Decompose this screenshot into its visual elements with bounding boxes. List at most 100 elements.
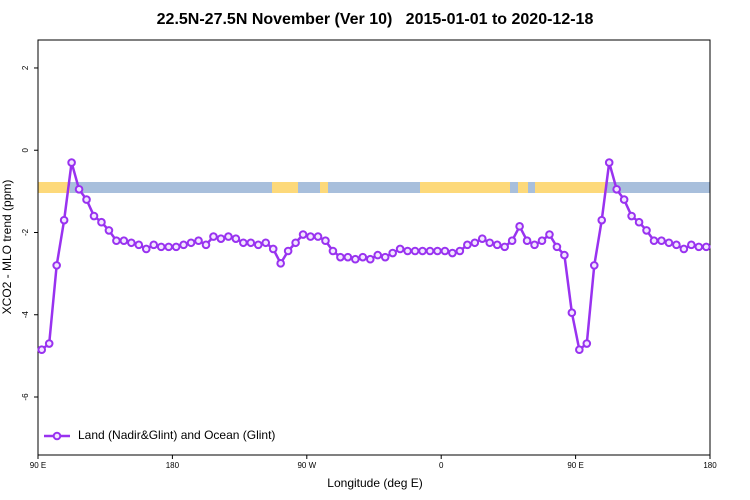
data-point xyxy=(410,246,420,256)
y-axis-label: XCO2 - MLO trend (ppm) xyxy=(0,180,14,315)
data-point xyxy=(433,246,442,256)
data-point xyxy=(582,339,592,348)
data-point xyxy=(612,185,621,194)
data-point xyxy=(194,236,203,246)
data-point xyxy=(575,345,584,355)
data-point xyxy=(604,158,614,167)
data-point xyxy=(156,242,166,252)
data-point xyxy=(388,248,397,258)
data-point xyxy=(127,238,136,248)
data-point xyxy=(448,248,457,258)
data-point xyxy=(657,236,666,246)
x-axis-label: Longitude (deg E) xyxy=(327,476,422,490)
data-point xyxy=(395,244,405,254)
data-point xyxy=(567,308,577,317)
chart-title: 22.5N-27.5N November (Ver 10) 2015-01-01… xyxy=(157,11,594,28)
data-point xyxy=(365,254,375,264)
data-point xyxy=(306,232,315,241)
data-point xyxy=(276,259,285,268)
data-point xyxy=(82,195,91,204)
x-tick-label: 180 xyxy=(703,461,717,470)
x-tick-label: 90 W xyxy=(297,461,316,470)
data-point xyxy=(627,211,636,221)
data-point xyxy=(642,226,651,235)
data-point xyxy=(261,238,271,248)
data-point xyxy=(545,230,554,239)
data-point xyxy=(328,246,338,256)
data-point xyxy=(537,236,547,246)
y-tick-label: -4 xyxy=(21,311,30,319)
data-point xyxy=(343,252,353,262)
data-point xyxy=(522,236,532,246)
data-point xyxy=(418,246,427,256)
data-point xyxy=(321,236,330,246)
data-point xyxy=(515,222,524,231)
data-point xyxy=(283,246,293,256)
data-point xyxy=(507,236,517,246)
data-point xyxy=(149,240,159,250)
y-tick-label: -6 xyxy=(21,393,30,401)
data-point xyxy=(664,238,674,248)
x-tick-label: 90 E xyxy=(30,461,46,470)
data-point xyxy=(134,240,144,250)
x-tick-label: 0 xyxy=(439,461,444,470)
data-point xyxy=(672,240,681,250)
data-point xyxy=(201,240,211,250)
data-point xyxy=(74,185,84,194)
map-strip xyxy=(38,182,710,193)
data-point xyxy=(268,244,278,254)
data-point xyxy=(380,252,390,262)
data-point xyxy=(403,246,412,256)
data-point xyxy=(224,232,233,241)
data-point xyxy=(492,240,502,250)
data-point xyxy=(97,217,106,227)
x-tick-label: 180 xyxy=(166,461,180,470)
data-point xyxy=(552,242,562,252)
data-point xyxy=(253,240,263,250)
data-point xyxy=(679,244,689,254)
data-point xyxy=(485,238,495,248)
data-point xyxy=(209,232,218,241)
data-point xyxy=(649,236,659,246)
data-point xyxy=(239,238,248,248)
data-point xyxy=(37,345,47,355)
data-point xyxy=(298,230,308,239)
data-point xyxy=(216,234,226,243)
data-point xyxy=(358,252,368,262)
data-point xyxy=(589,261,599,270)
data-point xyxy=(104,226,114,235)
data-point xyxy=(336,252,345,262)
data-point xyxy=(463,240,472,250)
data-point xyxy=(455,246,465,256)
data-point xyxy=(313,232,323,241)
data-point xyxy=(291,238,300,248)
y-tick-label: -2 xyxy=(21,228,30,236)
data-point xyxy=(119,236,129,246)
data-point xyxy=(179,240,188,250)
data-point xyxy=(246,238,256,248)
data-point xyxy=(560,250,569,260)
data-point xyxy=(619,195,629,204)
data-point xyxy=(59,215,69,225)
data-point xyxy=(425,246,435,256)
data-point xyxy=(597,215,607,225)
legend-marker xyxy=(52,431,62,441)
legend-label: Land (Nadir&Glint) and Ocean (Glint) xyxy=(78,428,275,442)
data-point xyxy=(141,244,151,254)
data-point xyxy=(477,234,487,243)
data-point xyxy=(373,250,383,260)
data-point xyxy=(52,261,61,270)
data-point xyxy=(634,217,644,227)
data-point xyxy=(171,242,181,252)
data-point xyxy=(89,211,99,221)
data-point xyxy=(112,236,121,246)
data-point xyxy=(440,246,450,256)
x-tick-label: 90 E xyxy=(567,461,583,470)
data-point xyxy=(694,242,704,252)
data-point xyxy=(231,234,241,243)
data-point xyxy=(687,240,696,250)
data-point xyxy=(500,242,509,252)
y-tick-label: 2 xyxy=(21,65,30,70)
y-tick-label: 0 xyxy=(21,147,30,152)
